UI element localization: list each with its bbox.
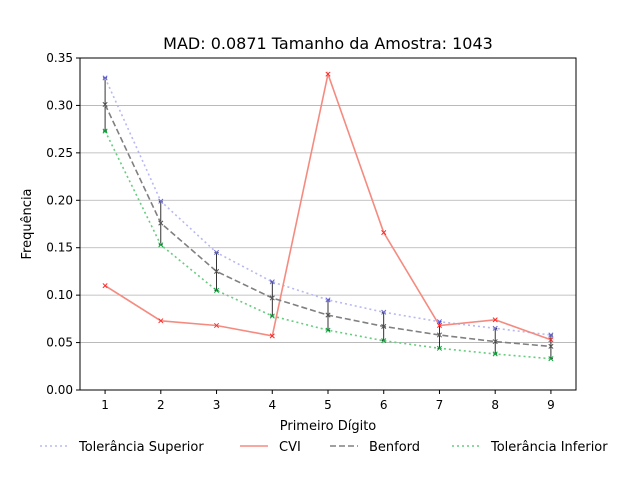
gridlines [80, 105, 576, 343]
legend-item: Tolerância Inferior [452, 440, 608, 455]
data-point [436, 319, 443, 325]
legend-item: Tolerância Superior [40, 440, 204, 455]
data-point [213, 322, 220, 329]
y-tick-label: 0.35 [46, 51, 73, 65]
x-tick-label: 2 [157, 398, 165, 412]
data-point [213, 268, 220, 274]
data-point [102, 101, 108, 108]
y-tick-label: 0.15 [46, 241, 73, 255]
data-point [102, 75, 108, 81]
y-tick-label: 0.00 [46, 383, 73, 397]
data-point [102, 128, 108, 134]
legend: Tolerância Superior CVI Benford Tolerância … [40, 440, 608, 455]
legend-label: Tolerância Superior [78, 440, 204, 455]
x-tick-label: 5 [324, 398, 332, 412]
y-tick-label: 0.05 [46, 336, 73, 350]
data-point [436, 322, 443, 329]
data-point [548, 343, 554, 349]
series-line [104, 130, 551, 360]
data-point [436, 332, 443, 338]
data-point [158, 242, 164, 248]
y-tick-label: 0.25 [46, 146, 73, 160]
legend-label: Tolerância Inferior [490, 440, 608, 455]
x-tick-label: 8 [491, 398, 499, 412]
data-point [325, 312, 331, 318]
chart-title: MAD: 0.0871 Tamanho da Amostra: 1043 [163, 34, 493, 53]
series-line [104, 77, 551, 336]
y-axis-ticks: 0.00 0.05 0.10 0.15 0.20 0.25 0.30 0.35 [46, 51, 80, 397]
x-tick-label: 1 [101, 398, 109, 412]
y-axis-label: Frequência [20, 188, 35, 259]
data-point [102, 283, 108, 289]
y-tick-label: 0.10 [46, 288, 73, 302]
data-point [492, 317, 498, 323]
legend-item: CVI [240, 440, 301, 455]
data-point [381, 323, 387, 329]
data-point [269, 279, 275, 285]
series-markers [102, 71, 554, 362]
data-point [492, 351, 498, 357]
data-point [381, 309, 387, 315]
data-point [325, 297, 331, 303]
data-point [213, 249, 220, 256]
legend-label: Benford [369, 440, 420, 455]
data-point [325, 327, 331, 333]
x-tick-label: 4 [268, 398, 276, 412]
data-point [158, 220, 164, 226]
data-point [213, 287, 220, 293]
x-tick-label: 3 [213, 398, 221, 412]
data-point [269, 333, 275, 339]
data-point [548, 337, 554, 343]
legend-label: CVI [279, 440, 301, 455]
x-axis-ticks: 1 2 3 4 5 6 7 8 9 [101, 390, 555, 412]
data-point [325, 71, 331, 77]
data-point [548, 356, 554, 362]
data-point [381, 229, 387, 236]
data-point [492, 339, 498, 345]
data-point [158, 318, 164, 324]
data-point [158, 198, 164, 204]
y-tick-label: 0.20 [46, 193, 73, 207]
data-point [269, 313, 275, 319]
legend-item: Benford [330, 440, 420, 455]
y-tick-label: 0.30 [46, 98, 73, 112]
x-axis-label: Primeiro Dígito [280, 419, 377, 434]
x-tick-label: 9 [547, 398, 555, 412]
data-point [381, 338, 387, 344]
data-point [548, 332, 554, 338]
data-point [436, 345, 443, 351]
data-point [269, 295, 275, 301]
x-tick-label: 7 [436, 398, 444, 412]
data-point [492, 325, 498, 331]
x-tick-label: 6 [380, 398, 388, 412]
